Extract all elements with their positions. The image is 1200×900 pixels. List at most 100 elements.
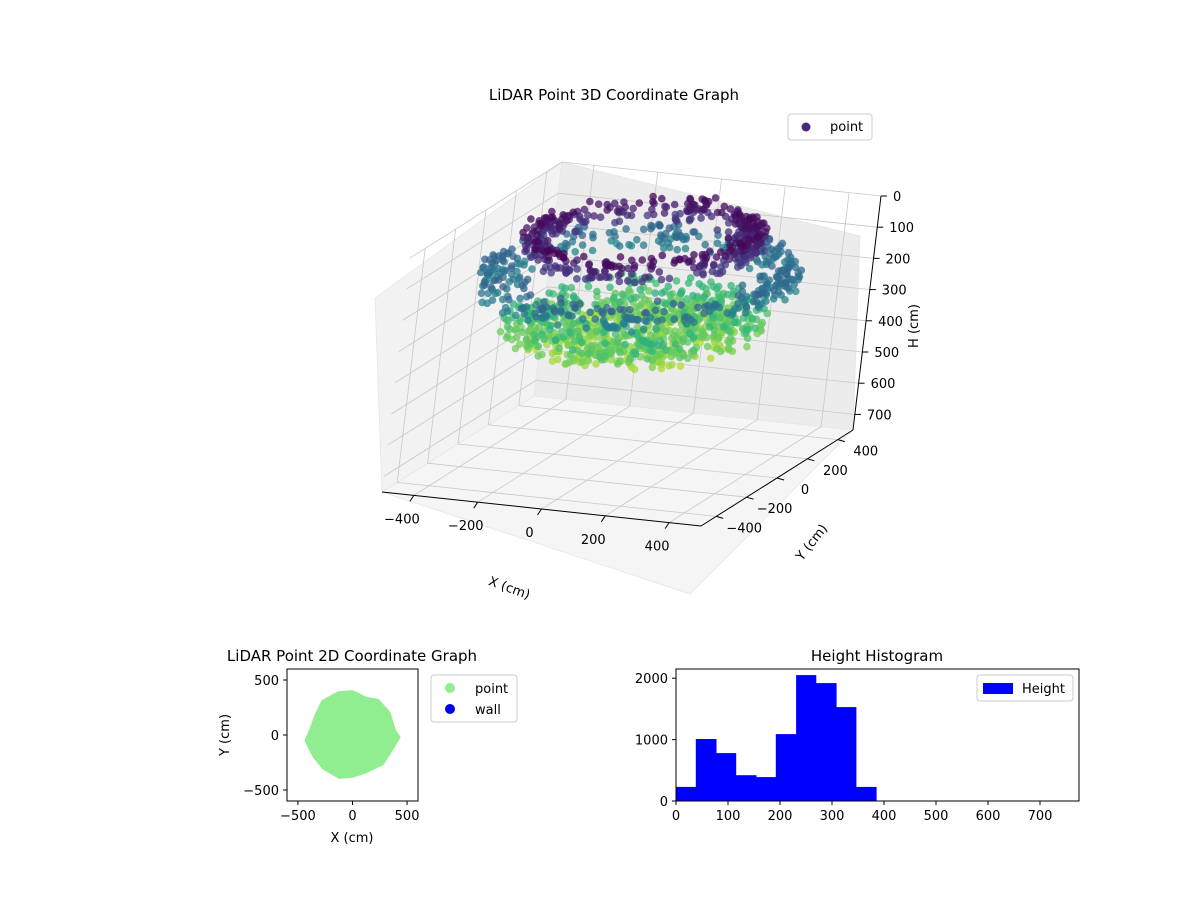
y-tick-label-2d-1: 0: [271, 729, 279, 744]
point-3d-202: [615, 242, 624, 250]
point-3d-1596: [670, 315, 678, 324]
y-tick-label-3d-1: −200: [757, 502, 793, 517]
grid-back-h-7: [535, 380, 855, 415]
point-3d-90: [676, 209, 684, 218]
point-3d-358: [615, 217, 624, 225]
point-3d-1406: [548, 357, 557, 365]
z-axis-line-3d: [852, 195, 882, 431]
point-3d-1373: [723, 309, 732, 318]
point-3d-1446: [665, 274, 674, 283]
point-3d-1531: [630, 264, 638, 272]
point-3d-1339: [667, 352, 676, 361]
point-3d-1454: [511, 344, 520, 353]
point-3d-1287: [505, 325, 514, 333]
z-tick-label-3d-7: 700: [867, 408, 892, 423]
histogram-bar-1: [695, 739, 717, 801]
point-3d-56: [665, 224, 674, 232]
z-tick-label-3d-5: 500: [874, 346, 899, 361]
point-3d-1217: [676, 362, 685, 371]
point-3d-1540: [534, 342, 543, 351]
point-3d-632: [760, 246, 769, 255]
point-3d-1566: [682, 320, 691, 328]
point-3d-1504: [547, 269, 555, 277]
point-3d-37: [622, 225, 630, 233]
legend-2d-marker-point: [445, 683, 455, 693]
point-3d-1487: [624, 264, 632, 273]
point-3d-72: [672, 277, 681, 285]
point-3d-1174: [515, 273, 524, 282]
point-3d-425: [593, 287, 601, 296]
x-axis-label-3d: X (cm): [486, 574, 532, 603]
point-3d-1674: [599, 309, 608, 318]
point-3d-292: [717, 208, 726, 217]
point-3d-1519: [624, 277, 632, 285]
legend-3d-frame: [787, 113, 873, 141]
point-3d-1111: [725, 255, 733, 264]
point-3d-758: [528, 265, 536, 273]
point-3d-1449: [669, 300, 678, 308]
point-3d-1514: [647, 265, 655, 273]
grid-left-h-6: [387, 348, 540, 446]
point-3d-1149: [533, 231, 542, 239]
point-3d-1408: [530, 331, 538, 339]
point-3d-773: [756, 272, 764, 281]
point-3d-1292: [695, 263, 704, 271]
point-3d-1140: [754, 290, 763, 299]
point-3d-512: [731, 220, 740, 228]
point-3d-968: [720, 323, 728, 331]
point-3d-381: [586, 197, 594, 206]
point-3d-1374: [502, 334, 511, 342]
point-3d-238: [589, 233, 597, 242]
point-3d-421: [580, 205, 589, 214]
point-3d-1014: [706, 354, 715, 363]
point-3d-1483: [655, 268, 664, 276]
point-3d-1677: [532, 313, 540, 321]
point-3d-1431: [638, 256, 647, 264]
point-3d-1476: [538, 251, 546, 259]
point-3d-1609: [568, 346, 577, 354]
point-3d-1344: [658, 251, 667, 260]
point-3d-942: [769, 295, 778, 303]
point-3d-301: [660, 209, 669, 217]
point-3d-176: [685, 216, 694, 225]
point-3d-524: [768, 262, 776, 270]
x-tick-label-hist-6: 600: [976, 809, 1001, 824]
point-3d-1577: [614, 271, 623, 280]
point-3d-362: [584, 282, 593, 291]
x-tick-3d-1: [473, 501, 479, 509]
x-tick-label-3d-2: 0: [525, 526, 533, 541]
point-3d-1581: [615, 262, 624, 271]
grid-left-y-0: [396, 248, 426, 483]
point-3d-1175: [524, 327, 533, 336]
y-tick-label-2d-2: 500: [254, 674, 279, 689]
point-3d-286: [571, 248, 579, 256]
x-tick-label-2d-2: 500: [395, 809, 420, 824]
legend-3d-label-point: point: [830, 120, 863, 135]
point-3d-1640: [586, 308, 594, 317]
point-3d-376: [677, 289, 685, 297]
point-3d-764: [508, 245, 516, 253]
point-3d-231: [629, 204, 637, 213]
points-2d: [304, 690, 401, 779]
point-3d-924: [738, 281, 747, 290]
point-3d-1385: [684, 354, 692, 363]
ticks-2d: −500 0 500 −500 0 500: [243, 674, 419, 824]
point-3d-1475: [477, 289, 486, 298]
point-3d-100: [673, 245, 681, 254]
grid-floor-y-2: [457, 443, 778, 479]
point-3d-1340: [613, 338, 622, 347]
point-3d-1321: [690, 346, 698, 355]
z-tick-label-3d-4: 400: [878, 315, 903, 330]
point-3d-1485: [677, 301, 685, 309]
y-tick-label-hist-0: 0: [660, 795, 668, 810]
z-tick-label-3d-3: 300: [882, 284, 907, 299]
point-3d-1148: [716, 347, 725, 356]
point-3d-933: [743, 342, 751, 351]
grid-left-h-1: [406, 192, 559, 290]
point-3d-98: [684, 279, 693, 288]
point-3d-1381: [671, 340, 680, 348]
point-3d-1567: [584, 350, 592, 358]
point-3d-819: [547, 213, 556, 222]
ticks-3d: −400 −200 0 200 400 −400 −200 0 200 400 0 100 200 300…: [384, 190, 914, 555]
chart-histogram: Height Histogram 0 100 200 300 400 500 600 7000…: [635, 647, 1080, 824]
